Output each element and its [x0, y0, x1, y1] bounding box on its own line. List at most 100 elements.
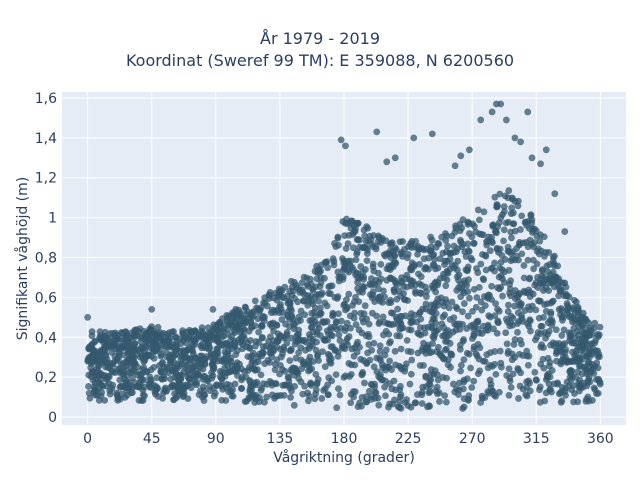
data-point — [285, 374, 293, 382]
data-point — [299, 390, 307, 398]
data-point — [533, 232, 541, 240]
data-point — [146, 331, 154, 339]
data-point — [479, 394, 486, 402]
data-point — [459, 240, 467, 248]
data-point — [258, 321, 266, 329]
data-point — [572, 339, 580, 347]
data-point — [548, 321, 556, 329]
data-point — [505, 365, 513, 373]
data-point — [351, 309, 359, 317]
x-tick-label: 45 — [143, 431, 161, 447]
data-point — [337, 273, 344, 281]
data-point — [312, 386, 320, 394]
data-point — [311, 313, 319, 320]
data-point — [222, 351, 230, 358]
data-point — [95, 396, 103, 404]
data-point — [482, 252, 490, 260]
data-point — [297, 317, 304, 324]
data-point — [428, 130, 436, 138]
data-point — [184, 372, 191, 380]
data-point — [375, 320, 383, 328]
data-point — [465, 146, 473, 154]
data-point — [208, 369, 215, 377]
data-point — [186, 356, 194, 363]
data-point — [342, 142, 349, 150]
data-point — [386, 357, 394, 365]
data-point — [432, 288, 440, 296]
data-point — [555, 292, 563, 300]
data-point — [347, 370, 355, 378]
data-point — [225, 368, 233, 376]
data-point — [140, 376, 148, 384]
data-point — [301, 382, 309, 390]
data-point — [431, 304, 439, 312]
data-point — [209, 336, 217, 343]
data-point — [576, 362, 583, 370]
data-point — [146, 373, 154, 381]
data-point — [123, 387, 131, 394]
data-point — [538, 322, 546, 330]
data-point — [298, 279, 306, 287]
data-point — [89, 358, 97, 366]
data-point — [312, 346, 320, 354]
data-point — [522, 391, 530, 399]
data-point — [423, 288, 430, 295]
data-point — [229, 392, 237, 400]
data-point — [333, 404, 341, 412]
data-point — [530, 265, 538, 273]
data-point — [343, 305, 351, 312]
data-point — [356, 399, 363, 407]
data-point — [580, 342, 588, 350]
data-point — [530, 256, 537, 264]
data-point — [309, 300, 317, 308]
data-point — [516, 289, 524, 297]
data-point — [563, 378, 571, 386]
data-point — [424, 403, 431, 411]
data-point — [445, 304, 453, 312]
data-point — [542, 146, 550, 154]
y-axis-label: Signifikant våghöjd (m) — [14, 177, 31, 340]
data-point — [389, 400, 397, 408]
data-point — [345, 290, 353, 298]
data-point — [418, 400, 426, 407]
y-tick-label: 0 — [48, 410, 57, 426]
data-point — [268, 391, 276, 399]
data-point — [470, 239, 478, 247]
data-point — [408, 317, 416, 325]
chart-title-line-1: År 1979 - 2019 — [260, 29, 380, 48]
data-point — [267, 349, 275, 357]
data-point — [592, 376, 600, 383]
data-point — [370, 339, 378, 347]
data-point — [429, 340, 436, 347]
data-point — [377, 260, 385, 268]
data-point — [402, 360, 410, 368]
data-point — [301, 361, 309, 369]
data-point — [207, 351, 215, 359]
data-point — [88, 328, 96, 336]
data-point — [352, 293, 359, 301]
data-point — [157, 331, 165, 339]
data-point — [488, 264, 496, 272]
data-point — [387, 241, 394, 249]
data-point — [572, 373, 580, 381]
data-point — [331, 240, 338, 247]
data-point — [443, 276, 451, 284]
data-point — [330, 261, 338, 269]
data-point — [480, 322, 487, 330]
data-point — [450, 242, 458, 250]
data-point — [180, 334, 188, 342]
data-point — [332, 318, 340, 325]
data-point — [466, 294, 473, 302]
data-point — [514, 202, 522, 210]
data-point — [523, 384, 531, 391]
data-point — [392, 386, 399, 394]
data-point — [324, 264, 332, 272]
data-point — [205, 345, 213, 353]
data-point — [464, 312, 472, 320]
data-point — [261, 398, 268, 406]
data-point — [321, 363, 329, 371]
data-point — [475, 216, 483, 224]
data-points — [84, 100, 604, 412]
data-point — [385, 250, 393, 258]
